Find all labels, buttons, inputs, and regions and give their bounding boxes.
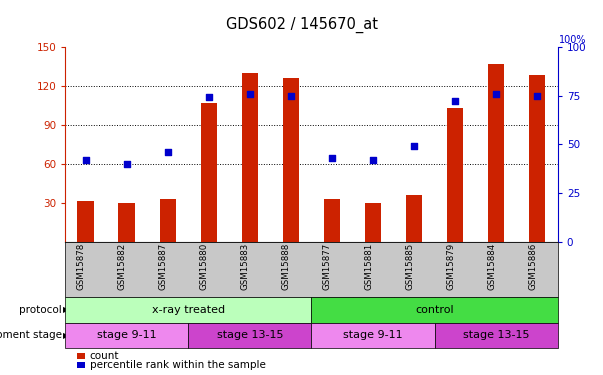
Text: percentile rank within the sample: percentile rank within the sample [90, 360, 266, 370]
Text: development stage: development stage [0, 330, 62, 340]
Text: control: control [415, 305, 454, 315]
Text: GSM15883: GSM15883 [241, 243, 250, 290]
Text: GSM15885: GSM15885 [405, 243, 414, 290]
Text: ▶: ▶ [63, 331, 70, 340]
Point [491, 91, 501, 97]
Bar [242, 73, 258, 242]
Bar [201, 103, 217, 242]
Text: GSM15882: GSM15882 [118, 243, 127, 290]
Text: GSM15884: GSM15884 [487, 243, 496, 290]
Text: stage 13-15: stage 13-15 [463, 330, 529, 340]
Text: GSM15879: GSM15879 [446, 243, 455, 290]
Point [204, 94, 213, 100]
Text: ▶: ▶ [63, 305, 70, 314]
Point [81, 157, 90, 163]
Point [450, 98, 460, 104]
Bar [488, 64, 504, 242]
Bar [324, 199, 340, 242]
Text: GSM15880: GSM15880 [200, 243, 209, 290]
Bar [447, 108, 463, 242]
Bar [283, 78, 299, 242]
Point [122, 160, 131, 166]
Bar [77, 201, 94, 242]
Point [245, 91, 254, 97]
Text: GSM15886: GSM15886 [528, 243, 537, 290]
Point [368, 157, 378, 163]
Point [409, 143, 419, 149]
Bar [365, 202, 381, 242]
Point [532, 93, 542, 99]
Bar [529, 75, 546, 242]
Text: GDS602 / 145670_at: GDS602 / 145670_at [226, 17, 377, 33]
Text: GSM15877: GSM15877 [323, 243, 332, 290]
Text: GSM15881: GSM15881 [364, 243, 373, 290]
Bar [119, 202, 135, 242]
Text: GSM15887: GSM15887 [159, 243, 168, 290]
Point [327, 155, 337, 161]
Text: count: count [90, 351, 119, 361]
Text: stage 13-15: stage 13-15 [216, 330, 283, 340]
Text: GSM15878: GSM15878 [77, 243, 86, 290]
Bar [160, 199, 176, 242]
Point [286, 93, 295, 99]
Text: x-ray treated: x-ray treated [152, 305, 225, 315]
Text: GSM15888: GSM15888 [282, 243, 291, 290]
Text: 100%: 100% [559, 35, 587, 45]
Text: protocol: protocol [19, 305, 62, 315]
Bar [406, 195, 422, 242]
Text: stage 9-11: stage 9-11 [343, 330, 403, 340]
Point [163, 149, 172, 155]
Text: stage 9-11: stage 9-11 [97, 330, 157, 340]
